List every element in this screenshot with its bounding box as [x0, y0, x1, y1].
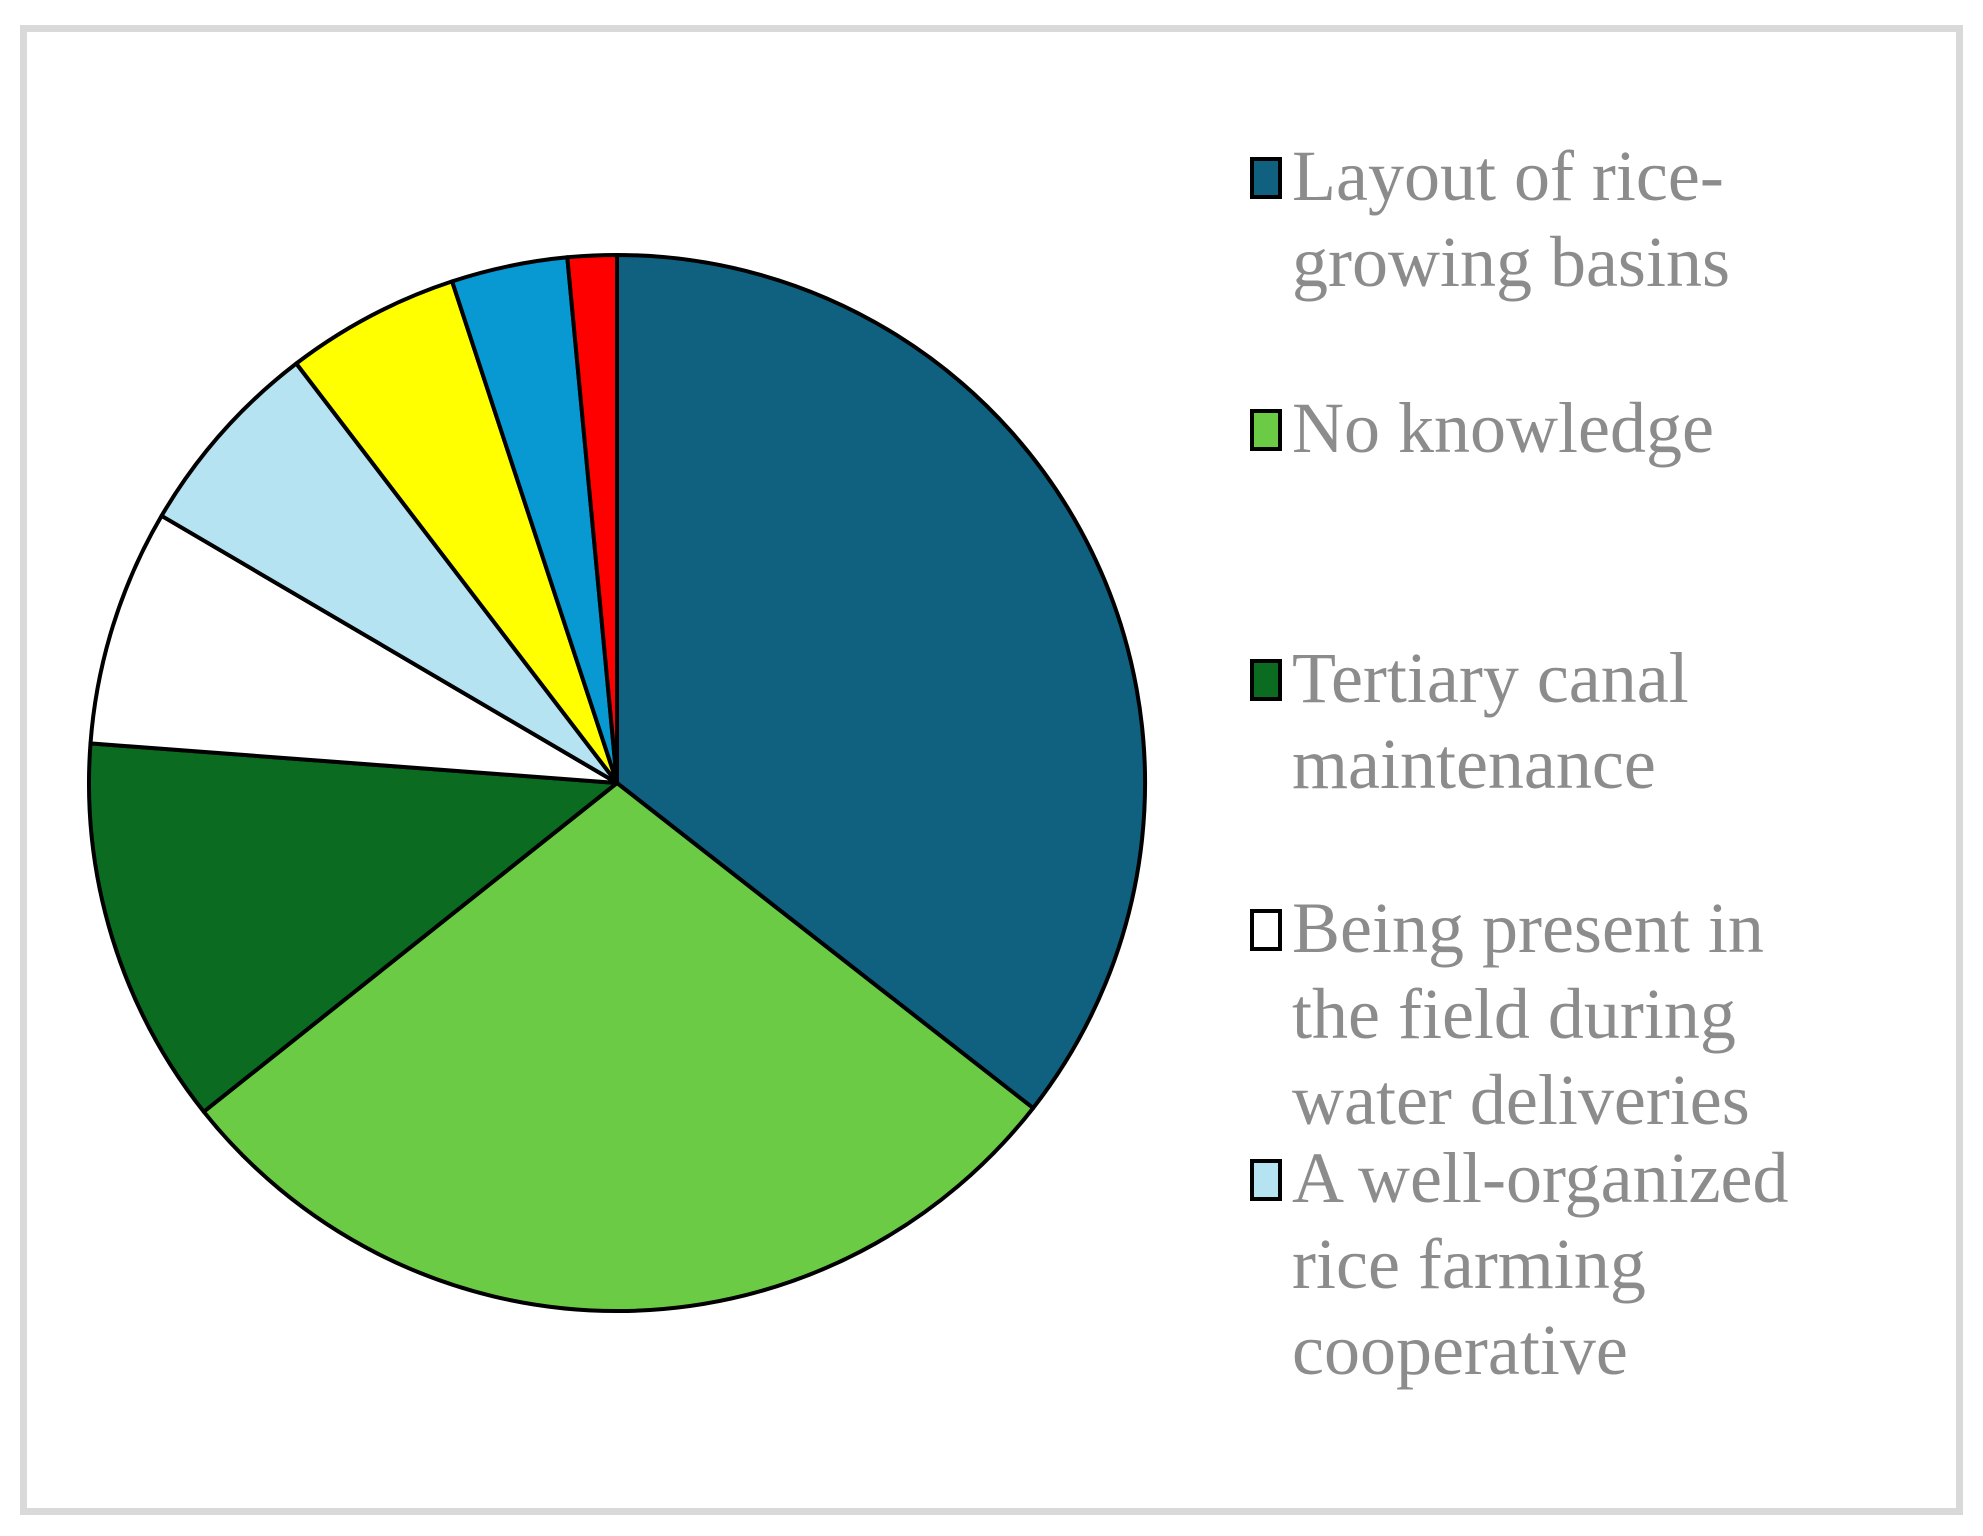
legend-swatch-icon — [1250, 1159, 1282, 1201]
pie-slice-4 — [88, 513, 619, 785]
legend-label: Layout of rice- growing basins — [1292, 136, 1730, 302]
legend-item-5: A well-organized rice farming cooperativ… — [1250, 1135, 1789, 1393]
page-border-frame — [20, 25, 1963, 1515]
pie-slice-3 — [87, 741, 619, 1114]
legend-swatch-icon — [1250, 157, 1282, 199]
legend: Layout of rice- growing basins No knowled… — [1250, 0, 1950, 1536]
pie-slice-5 — [159, 361, 619, 785]
legend-label: No knowledge — [1292, 388, 1714, 468]
pie-slice-1 — [615, 253, 1147, 1111]
legend-swatch-icon — [1250, 409, 1282, 451]
pie-slice-2 — [201, 781, 1036, 1314]
legend-item-2: No knowledge — [1250, 385, 1714, 471]
legend-label: Being present in the field during water … — [1292, 888, 1764, 1140]
legend-swatch-icon — [1250, 909, 1282, 951]
legend-item-4: Being present in the field during water … — [1250, 885, 1764, 1143]
pie-slice-8 — [565, 252, 619, 785]
legend-label: A well-organized rice farming cooperativ… — [1292, 1138, 1789, 1390]
legend-item-1: Layout of rice- growing basins — [1250, 133, 1730, 305]
legend-item-3: Tertiary canal maintenance — [1250, 635, 1689, 807]
legend-swatch-icon — [1250, 659, 1282, 701]
pie-slice-6 — [294, 279, 619, 785]
legend-label: Tertiary canal maintenance — [1292, 638, 1689, 804]
